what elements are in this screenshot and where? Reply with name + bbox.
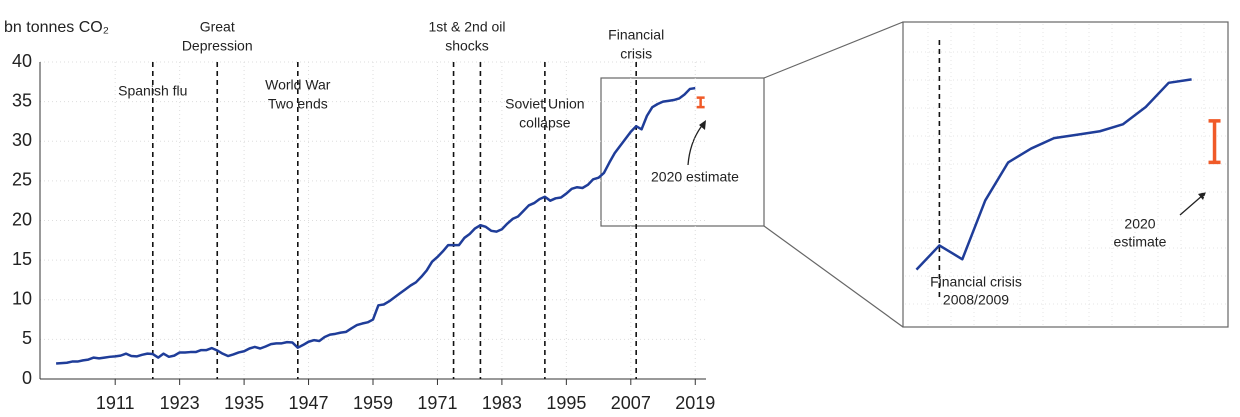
- inset-frame: [902, 21, 1229, 328]
- event-label: collapse: [519, 115, 571, 131]
- event-label: World War: [265, 77, 331, 93]
- y-tick-label: 0: [22, 368, 32, 388]
- arrow: [1179, 194, 1204, 216]
- arrow: [687, 122, 705, 166]
- event-label: Financial: [608, 27, 664, 43]
- y-axis-label: bn tonnes CO₂: [4, 19, 109, 36]
- inset-line: [915, 78, 1192, 271]
- y-tick-label: 20: [12, 209, 32, 229]
- y-tick-label: 10: [12, 289, 32, 309]
- y-tick-label: 15: [12, 249, 32, 269]
- y-tick-label: 5: [22, 328, 32, 348]
- zoom-connector: [763, 21, 904, 79]
- event-label: Great: [200, 19, 235, 35]
- x-tick-label: 1923: [160, 393, 200, 413]
- event-label: Spanish flu: [118, 83, 187, 99]
- x-tick-label: 2007: [611, 393, 651, 413]
- estimate-label: 2020 estimate: [651, 169, 739, 185]
- x-tick-label: 1935: [224, 393, 264, 413]
- inset-crisis-label: 2008/2009: [943, 292, 1009, 308]
- x-tick-label: 2019: [675, 393, 715, 413]
- x-tick-label: 1959: [353, 393, 393, 413]
- inset-estimate-label: estimate: [1114, 234, 1167, 250]
- event-label: Soviet Union: [505, 96, 584, 112]
- inset-crisis-label: Financial crisis: [930, 274, 1022, 290]
- zoom-connector: [763, 225, 904, 328]
- x-tick-label: 1995: [546, 393, 586, 413]
- data-line: [56, 86, 696, 365]
- y-tick-label: 40: [12, 51, 32, 71]
- arrow-head: [699, 120, 706, 130]
- arrow-head: [1198, 192, 1206, 200]
- x-tick-label: 1971: [417, 393, 457, 413]
- y-tick-label: 25: [12, 170, 32, 190]
- estimate-range: [1208, 119, 1221, 165]
- x-tick-label: 1983: [482, 393, 522, 413]
- event-label: 1st & 2nd oil: [428, 19, 505, 35]
- event-label: shocks: [445, 38, 489, 54]
- y-tick-label: 30: [12, 130, 32, 150]
- zoom-box: [600, 77, 765, 227]
- y-tick-label: 35: [12, 90, 32, 110]
- x-tick-label: 1947: [289, 393, 329, 413]
- event-label: crisis: [620, 46, 652, 62]
- estimate-range: [696, 96, 705, 109]
- event-label: Two ends: [268, 96, 328, 112]
- x-tick-label: 1911: [96, 393, 135, 413]
- event-label: Depression: [182, 38, 253, 54]
- inset-estimate-label: 2020: [1124, 216, 1155, 232]
